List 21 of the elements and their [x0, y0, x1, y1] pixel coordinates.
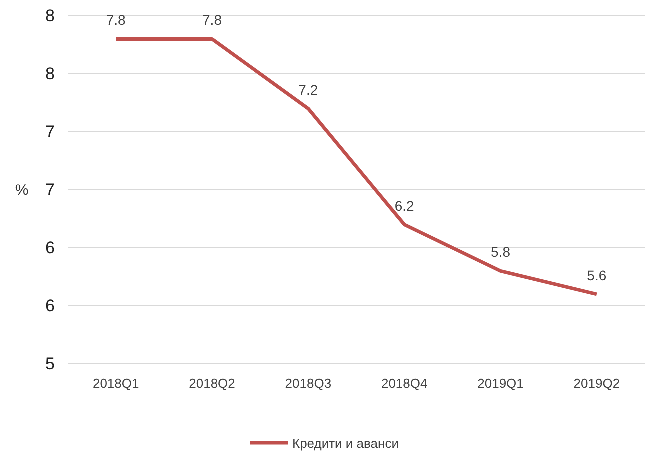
y-tick-label: 7 — [46, 122, 55, 142]
x-tick-label: 2018Q1 — [92, 376, 140, 391]
x-tick-label: 2018Q3 — [285, 376, 332, 391]
legend-label: Кредити и аванси — [292, 436, 399, 451]
data-label: 6.2 — [394, 198, 415, 214]
x-tick-label: 2019Q2 — [574, 376, 620, 391]
data-label: 5.6 — [587, 267, 607, 284]
x-tick-label: 2018Q4 — [381, 376, 428, 391]
y-tick-label: 8 — [46, 64, 55, 84]
data-label: 5.8 — [491, 244, 511, 260]
y-tick-label: 6 — [46, 296, 55, 316]
y-tick-label: 6 — [46, 238, 55, 258]
y-tick-label: 7 — [46, 180, 55, 200]
y-tick-label: 8 — [46, 6, 55, 26]
data-label: 7.2 — [298, 82, 318, 98]
x-tick-label: 2018Q2 — [189, 376, 236, 391]
data-label: 7.8 — [106, 12, 126, 28]
x-tick-label: 2019Q1 — [478, 376, 524, 391]
data-label: 7.8 — [202, 12, 222, 28]
y-axis-title: % — [15, 182, 29, 199]
y-tick-label: 5 — [46, 354, 55, 374]
